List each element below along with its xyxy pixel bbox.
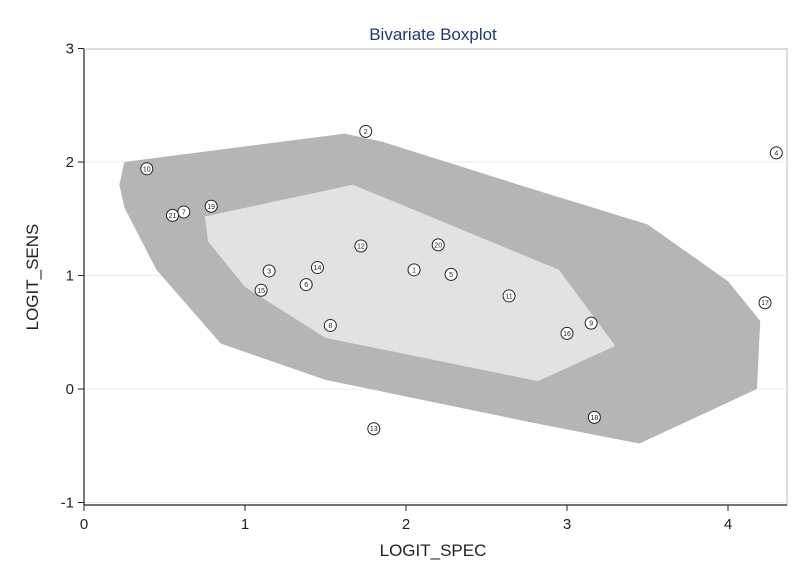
data-point-label: 12: [357, 243, 365, 250]
chart-title: Bivariate Boxplot: [369, 25, 497, 44]
data-point-label: 14: [314, 265, 322, 272]
data-point-marker: [560, 326, 574, 340]
data-point: 19: [204, 199, 218, 213]
x-tick-label: 2: [402, 516, 410, 533]
y-tick-label: 2: [66, 154, 74, 171]
data-point-marker: [254, 283, 268, 297]
y-tick-label: 1: [66, 268, 74, 285]
inner-region: [204, 184, 616, 382]
data-point: 11: [502, 289, 516, 303]
y-axis-label: LOGIT_SENS: [23, 224, 42, 331]
data-point-label: 6: [304, 282, 308, 289]
data-point-label: 10: [143, 166, 151, 173]
data-point-marker: [354, 239, 368, 253]
data-point-label: 17: [761, 300, 769, 307]
data-point-marker: [502, 289, 516, 303]
data-point: 1: [407, 263, 421, 277]
data-point-label: 11: [505, 293, 512, 300]
data-point-marker: [359, 124, 373, 138]
data-point: 3: [262, 264, 276, 278]
y-tick-label: 0: [66, 381, 74, 398]
data-point-label: 18: [590, 415, 598, 422]
data-point-label: 20: [434, 242, 442, 249]
data-point-marker: [407, 263, 421, 277]
data-point-marker: [758, 296, 772, 310]
data-point: 4: [769, 146, 783, 160]
data-point-marker: [431, 238, 445, 252]
data-point: 5: [444, 267, 458, 281]
x-tick-label: 3: [563, 516, 571, 533]
data-point-label: 4: [774, 150, 778, 157]
x-tick-label: 1: [241, 516, 249, 533]
data-point-marker: [310, 261, 324, 275]
data-point: 15: [254, 283, 268, 297]
data-point-marker: [323, 318, 337, 332]
data-point-marker: [262, 264, 276, 278]
data-point-label: 16: [563, 331, 571, 338]
data-point-marker: [444, 267, 458, 281]
x-axis-ticks: 0 1 2 3 4: [80, 505, 732, 533]
data-point-marker: [769, 146, 783, 160]
data-point: 17: [758, 296, 772, 310]
data-point-marker: [140, 162, 154, 176]
data-point-label: 9: [589, 321, 593, 328]
data-point: 8: [323, 318, 337, 332]
x-axis-label: LOGIT_SPEC: [380, 541, 487, 560]
data-point-marker: [166, 208, 180, 222]
y-axis-ticks: -1 0 1 2 3: [61, 41, 84, 512]
data-point-label: 2: [364, 129, 368, 136]
data-point: 14: [310, 261, 324, 275]
y-tick-label: -1: [61, 495, 74, 512]
data-point-label: 21: [169, 213, 177, 220]
y-tick-label: 3: [66, 41, 74, 58]
data-point: 6: [299, 278, 313, 292]
data-point-label: 8: [328, 323, 332, 330]
x-tick-label: 0: [80, 516, 88, 533]
data-point-label: 1: [412, 267, 416, 274]
data-point: 13: [367, 422, 381, 436]
data-point: 7: [177, 205, 191, 219]
data-point-label: 5: [449, 272, 453, 279]
data-point: 20: [431, 238, 445, 252]
data-point-marker: [204, 199, 218, 213]
data-point: 10: [140, 162, 154, 176]
data-point-marker: [587, 410, 601, 424]
data-point: 21: [166, 208, 180, 222]
data-point: 18: [587, 410, 601, 424]
data-point-label: 7: [182, 209, 186, 216]
data-point: 9: [584, 316, 598, 330]
data-point: 12: [354, 239, 368, 253]
x-tick-label: 4: [724, 516, 732, 533]
data-point-marker: [584, 316, 598, 330]
data-point: 2: [359, 124, 373, 138]
data-point-label: 3: [267, 268, 271, 275]
data-point-label: 19: [207, 204, 215, 211]
data-point: 16: [560, 326, 574, 340]
data-point-marker: [367, 422, 381, 436]
data-point-label: 13: [370, 426, 378, 433]
data-point-label: 15: [257, 288, 265, 295]
data-point-marker: [299, 278, 313, 292]
